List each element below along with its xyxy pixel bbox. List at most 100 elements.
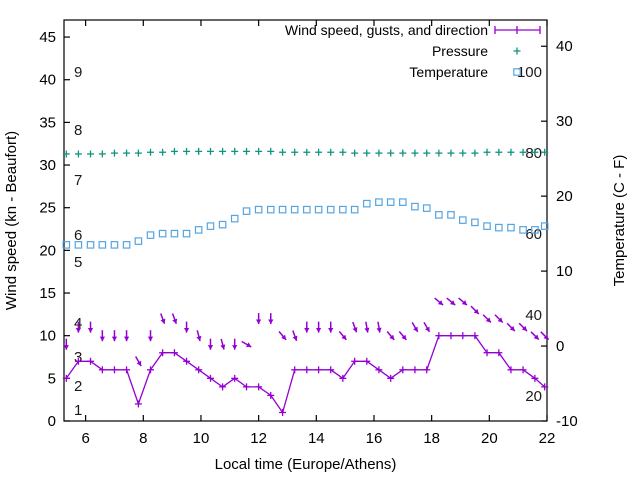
y-left-axis-title: Wind speed (kn - Beaufort) [3, 131, 20, 310]
x-tick-label: 22 [539, 430, 556, 447]
wind-direction-arrowhead [99, 336, 105, 342]
y-left-tick-label: 10 [39, 328, 56, 345]
wind-direction-arrowhead [352, 327, 358, 333]
beaufort-label: 9 [74, 64, 82, 81]
temperature-marker [110, 241, 119, 249]
beaufort-label: 8 [74, 122, 82, 139]
x-tick-label: 18 [423, 430, 440, 447]
wind-direction-arrowhead [256, 319, 262, 325]
beaufort-label: 3 [74, 349, 82, 366]
wind-direction-arrowhead [543, 334, 549, 340]
wind-direction-arrowhead [111, 336, 118, 342]
wind-direction-arrowhead [328, 328, 334, 333]
temperature-marker [435, 211, 443, 219]
wind-direction-arrowhead [304, 328, 310, 333]
wind-direction-arrowhead [341, 334, 347, 340]
temperature-marker [158, 229, 167, 238]
legend-marker-temperature [513, 68, 521, 76]
temperature-marker [386, 198, 395, 206]
temperature-marker [182, 229, 191, 238]
y-left-tick-label: 35 [39, 114, 56, 131]
temperature-marker [134, 237, 143, 245]
y-left-tick-label: 20 [39, 242, 56, 259]
temperature-marker [375, 198, 383, 206]
beaufort-label: 6 [74, 227, 82, 244]
temperature-marker [98, 241, 107, 249]
wind-direction-arrowhead [207, 345, 214, 350]
temperature-marker [362, 199, 371, 208]
fahrenheit-label: 20 [525, 388, 542, 405]
temperature-marker [314, 205, 323, 214]
legend-label-1: Pressure [432, 43, 488, 59]
wind-direction-arrowhead [425, 326, 430, 332]
temperature-marker [531, 226, 539, 234]
temperature-marker [326, 205, 335, 214]
y-right-axis-title: Temperature (C - F) [611, 155, 628, 287]
x-axis-title: Local time (Europe/Athens) [215, 456, 397, 473]
y-left-tick-label: 45 [39, 29, 56, 46]
legend-label-2: Temperature [409, 64, 488, 80]
temperature-marker [74, 241, 83, 249]
beaufort-label: 5 [74, 254, 82, 271]
temperature-marker [495, 223, 503, 232]
temperature-marker [447, 211, 455, 219]
temperature-marker [194, 226, 203, 234]
wind-direction-arrowhead [268, 319, 274, 325]
y-left-tick-label: 5 [48, 370, 56, 387]
wind-direction-arrowhead [533, 334, 539, 340]
y-left-tick-label: 0 [48, 413, 56, 430]
wind-direction-arrowhead [136, 360, 142, 366]
wind-direction-arrowhead [497, 317, 503, 323]
wind-direction-arrowhead [413, 326, 418, 332]
temperature-marker [483, 222, 491, 230]
wind-direction-arrowhead [196, 335, 202, 341]
wind-direction-arrowhead [376, 327, 382, 333]
wind-direction-arrowhead [450, 300, 456, 306]
temperature-marker [290, 205, 299, 214]
y-right-tick-label: 0 [556, 338, 564, 355]
temperature-marker [62, 241, 71, 249]
fahrenheit-label: 100 [517, 64, 542, 81]
temperature-marker [519, 226, 527, 234]
wind-direction-arrowhead [389, 334, 395, 340]
fahrenheit-label: 60 [525, 226, 542, 243]
wind-direction-arrowhead [437, 300, 444, 306]
x-tick-label: 14 [308, 430, 325, 447]
temperature-marker [399, 198, 407, 206]
wind-direction-arrowhead [87, 328, 94, 333]
y-right-tick-label: 10 [556, 263, 573, 280]
temperature-marker [122, 241, 131, 249]
temperature-marker [242, 207, 251, 215]
wind-direction-arrowhead [63, 345, 69, 350]
wind-direction-arrowhead [160, 318, 166, 324]
temperature-marker [471, 218, 479, 227]
fahrenheit-label: 40 [525, 307, 542, 324]
temperature-marker [254, 205, 263, 214]
x-tick-label: 6 [81, 430, 89, 447]
y-left-tick-label: 40 [39, 72, 56, 89]
y-right-tick-label: -10 [556, 413, 578, 430]
temperature-marker [206, 222, 215, 230]
wind-direction-arrowhead [147, 336, 154, 342]
temperature-marker [540, 222, 549, 230]
temperature-marker [458, 216, 467, 224]
x-tick-label: 8 [139, 430, 147, 447]
wind-direction-arrowhead [485, 317, 491, 323]
temperature-marker [266, 205, 275, 214]
wind-direction-arrowhead [232, 345, 238, 350]
legend-label-0: Wind speed, gusts, and direction [285, 22, 488, 38]
temperature-marker [302, 205, 311, 214]
plot-border [63, 19, 548, 422]
y-left-tick-label: 30 [39, 157, 56, 174]
temperature-marker [278, 205, 287, 214]
beaufort-label: 7 [74, 172, 82, 189]
wind-direction-arrowhead [364, 327, 370, 333]
wind-direction-arrowhead [461, 300, 467, 306]
beaufort-label: 1 [74, 402, 82, 419]
x-tick-label: 10 [193, 430, 210, 447]
temperature-marker [230, 214, 239, 223]
wind-direction-arrowhead [124, 336, 130, 342]
y-right-tick-label: 20 [556, 188, 573, 205]
